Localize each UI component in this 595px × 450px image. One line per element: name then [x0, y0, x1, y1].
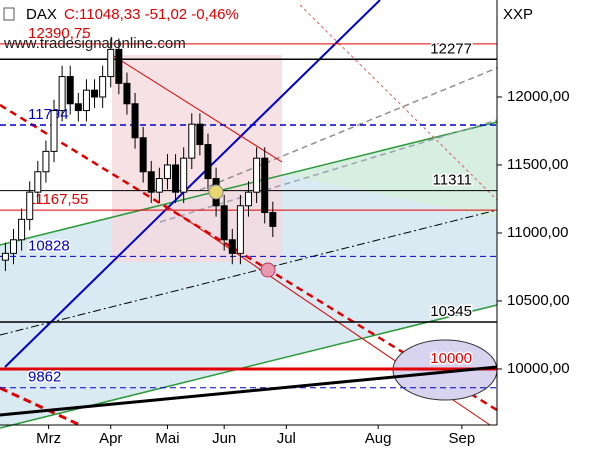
- level-label: 10000: [430, 350, 472, 367]
- x-tick-label: Jul: [277, 430, 296, 447]
- trend-line: [4, 0, 381, 368]
- x-tick-label: Mrz: [36, 430, 61, 447]
- x-tick-label: Apr: [99, 430, 122, 447]
- trend-line: [0, 386, 81, 427]
- candles: [1, 38, 277, 272]
- y-tick-label: 10500,00: [507, 292, 570, 309]
- y-tick-label: 11000,00: [507, 224, 568, 241]
- candle-body: [1, 252, 9, 261]
- level-label: 9862: [28, 369, 61, 386]
- candle-body: [269, 212, 277, 227]
- candle-body: [10, 239, 18, 254]
- candle-body: [131, 103, 139, 139]
- symbol: DAX: [26, 6, 57, 23]
- channel-fill-green: [285, 122, 497, 218]
- x-tick-label: Sep: [449, 430, 476, 447]
- candle-body: [42, 150, 50, 173]
- candle-body: [99, 76, 107, 98]
- level-label: 10345: [430, 303, 472, 320]
- level-label: 12390,75: [28, 25, 91, 42]
- candle-body: [220, 205, 228, 241]
- y-tick-label: 12000,00: [507, 88, 570, 105]
- candle-body: [82, 89, 90, 112]
- x-tick-label: Mai: [155, 430, 179, 447]
- candle-body: [50, 110, 58, 152]
- candle-body: [115, 48, 123, 84]
- candle-body: [66, 76, 74, 105]
- level-label: 11167,55: [28, 191, 88, 208]
- trend-line: [111, 54, 283, 163]
- axes: 10000,00 10500,00 11000,00 11500,00 12000,00…: [36, 88, 569, 447]
- header-box: [0, 0, 300, 27]
- marker: [208, 184, 224, 200]
- candle-body: [245, 191, 252, 207]
- candle-body: [236, 205, 244, 254]
- trend-line: [159, 119, 498, 223]
- axis-label: XXP: [503, 6, 533, 23]
- x-tick-label: Jun: [212, 430, 236, 447]
- candle-body: [228, 239, 236, 254]
- candle-body: [180, 157, 188, 193]
- level-label: 12277: [430, 40, 472, 57]
- trend-line: [0, 209, 498, 336]
- level-label: 11311: [433, 172, 473, 189]
- watermark: www.tradesignalonline.com: [3, 35, 186, 52]
- candle-body: [107, 48, 115, 78]
- trend-line: [299, 4, 498, 201]
- candle-body: [155, 178, 163, 193]
- candle-body: [261, 157, 269, 214]
- candle-body: [147, 171, 155, 193]
- candle-body: [91, 89, 99, 98]
- candle-body: [172, 164, 180, 193]
- marker: [260, 262, 276, 278]
- candle-body: [139, 137, 147, 173]
- channel-fill: [0, 122, 497, 428]
- candle-body: [196, 123, 204, 146]
- y-tick-label: 10000,00: [507, 360, 570, 377]
- candle-body: [253, 157, 261, 193]
- candle-body: [18, 218, 26, 241]
- candle-body: [34, 171, 42, 193]
- header-icon: [3, 7, 15, 21]
- candle-body: [204, 144, 212, 180]
- candle-body: [58, 76, 66, 112]
- candle-body: [26, 191, 34, 220]
- y-tick-label: 11500,00: [507, 156, 568, 173]
- trend-line: [0, 365, 498, 417]
- trend-line: [199, 67, 498, 191]
- candle-body: [74, 103, 82, 112]
- candle-body: [188, 123, 196, 159]
- candle-body: [163, 164, 171, 180]
- candle-body: [123, 82, 131, 105]
- quote: C:11048,33 -51,02 -0,46%: [64, 6, 239, 23]
- level-label: 10828: [28, 237, 70, 254]
- x-tick-label: Aug: [365, 430, 392, 447]
